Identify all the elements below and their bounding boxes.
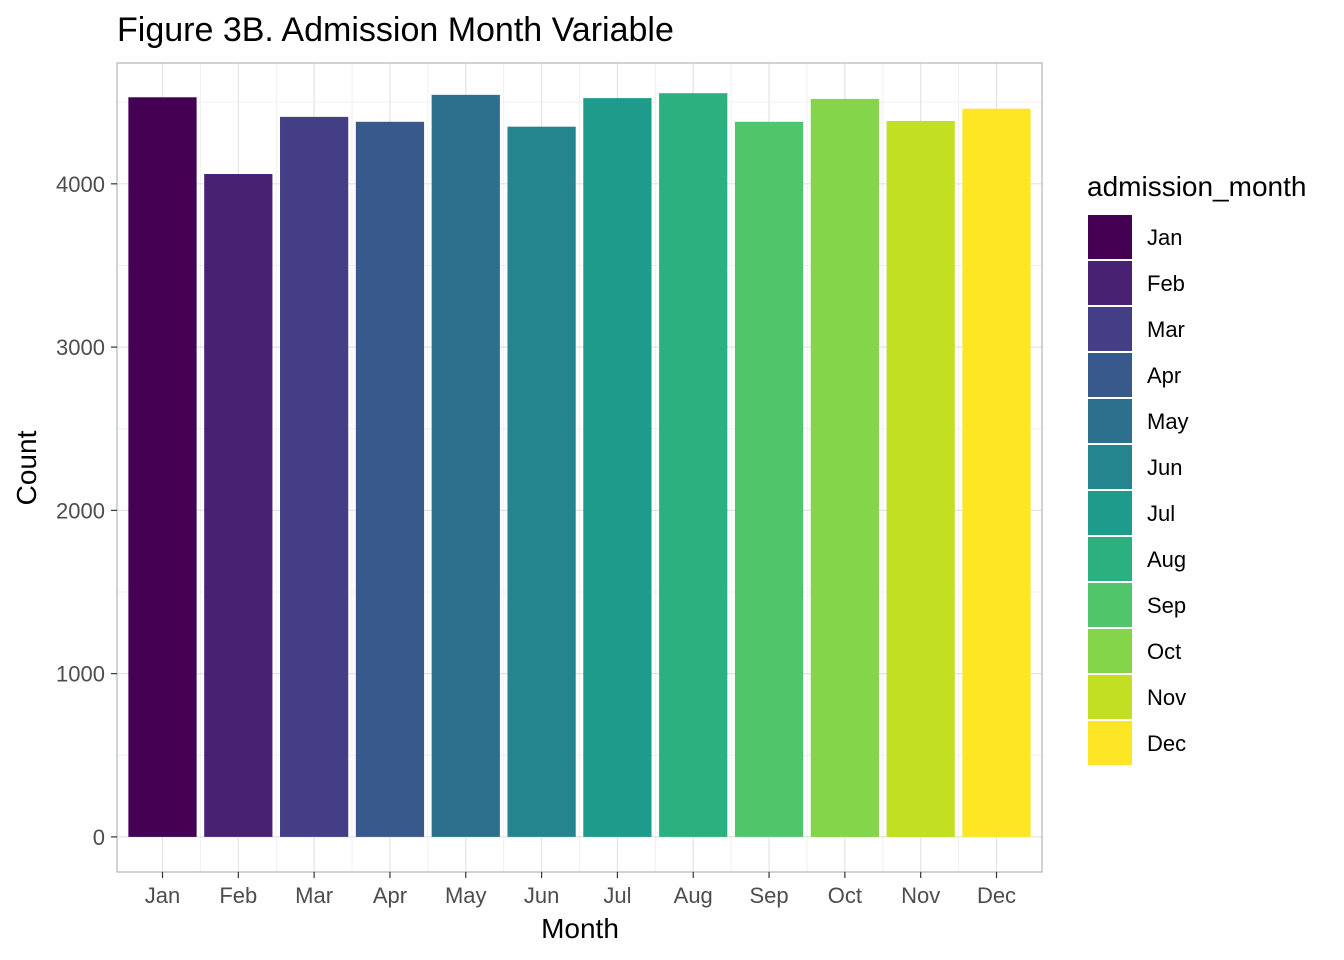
legend-items: Jan Feb Mar Apr May Jun Jul Aug Sep Oct Nov Dec: [1088, 215, 1189, 765]
legend-label: Nov: [1147, 685, 1186, 710]
bar-nov: [886, 120, 955, 837]
x-tick-label: Feb: [219, 883, 257, 908]
legend-key-oct: [1088, 629, 1132, 673]
legend-label: Jan: [1147, 225, 1182, 250]
legend-label: May: [1147, 409, 1189, 434]
legend-label: Jun: [1147, 455, 1182, 480]
bar-jun: [507, 126, 576, 837]
legend-key-mar: [1088, 307, 1132, 351]
legend-title: admission_month: [1087, 171, 1306, 202]
legend-label: Jul: [1147, 501, 1175, 526]
legend: admission_month Jan Feb Mar Apr May Jun Jul Aug…: [1087, 171, 1306, 765]
bar-jul: [583, 98, 652, 837]
legend-key-apr: [1088, 353, 1132, 397]
bar-sep: [734, 121, 804, 837]
bar-oct: [810, 98, 879, 837]
bar-jan: [128, 97, 197, 837]
legend-key-jan: [1088, 215, 1132, 259]
y-tick-label: 0: [93, 825, 105, 850]
y-axis: 0 1000 2000 3000 4000: [56, 172, 117, 850]
y-axis-title: Count: [11, 430, 42, 505]
legend-label: Mar: [1147, 317, 1185, 342]
bars-layer: [128, 93, 1031, 837]
y-tick-label: 2000: [56, 498, 105, 523]
x-tick-label: Aug: [674, 883, 713, 908]
y-tick-label: 1000: [56, 662, 105, 687]
legend-label: Dec: [1147, 731, 1186, 756]
x-tick-label: Apr: [373, 883, 407, 908]
x-tick-label: Jun: [524, 883, 559, 908]
bar-may: [431, 94, 500, 837]
legend-key-aug: [1088, 537, 1132, 581]
legend-key-jul: [1088, 491, 1132, 535]
bar-mar: [280, 116, 349, 837]
legend-label: Feb: [1147, 271, 1185, 296]
chart-title: Figure 3B. Admission Month Variable: [117, 11, 674, 49]
x-tick-label: Jul: [603, 883, 631, 908]
legend-label: Oct: [1147, 639, 1181, 664]
plot-panel-border: [116, 62, 1043, 873]
legend-label: Apr: [1147, 363, 1181, 388]
x-tick-label: Sep: [749, 883, 788, 908]
x-tick-label: Jan: [145, 883, 180, 908]
legend-key-dec: [1088, 721, 1132, 765]
x-tick-label: Dec: [977, 883, 1016, 908]
bar-apr: [355, 121, 425, 837]
x-axis: Jan Feb Mar Apr May Jun Jul Aug Sep Oct Nov Dec: [145, 872, 1016, 908]
legend-key-sep: [1088, 583, 1132, 627]
bar-aug: [659, 93, 728, 837]
y-tick-label: 4000: [56, 172, 105, 197]
x-tick-label: Oct: [828, 883, 862, 908]
legend-key-may: [1088, 399, 1132, 443]
y-tick-label: 3000: [56, 335, 105, 360]
legend-key-feb: [1088, 261, 1132, 305]
x-axis-title: Month: [541, 913, 619, 944]
x-tick-label: Nov: [901, 883, 940, 908]
legend-label: Sep: [1147, 593, 1186, 618]
bar-feb: [204, 174, 273, 837]
x-tick-label: May: [445, 883, 487, 908]
legend-key-jun: [1088, 445, 1132, 489]
legend-label: Aug: [1147, 547, 1186, 572]
legend-key-nov: [1088, 675, 1132, 719]
bar-dec: [962, 108, 1031, 837]
x-tick-label: Mar: [295, 883, 333, 908]
